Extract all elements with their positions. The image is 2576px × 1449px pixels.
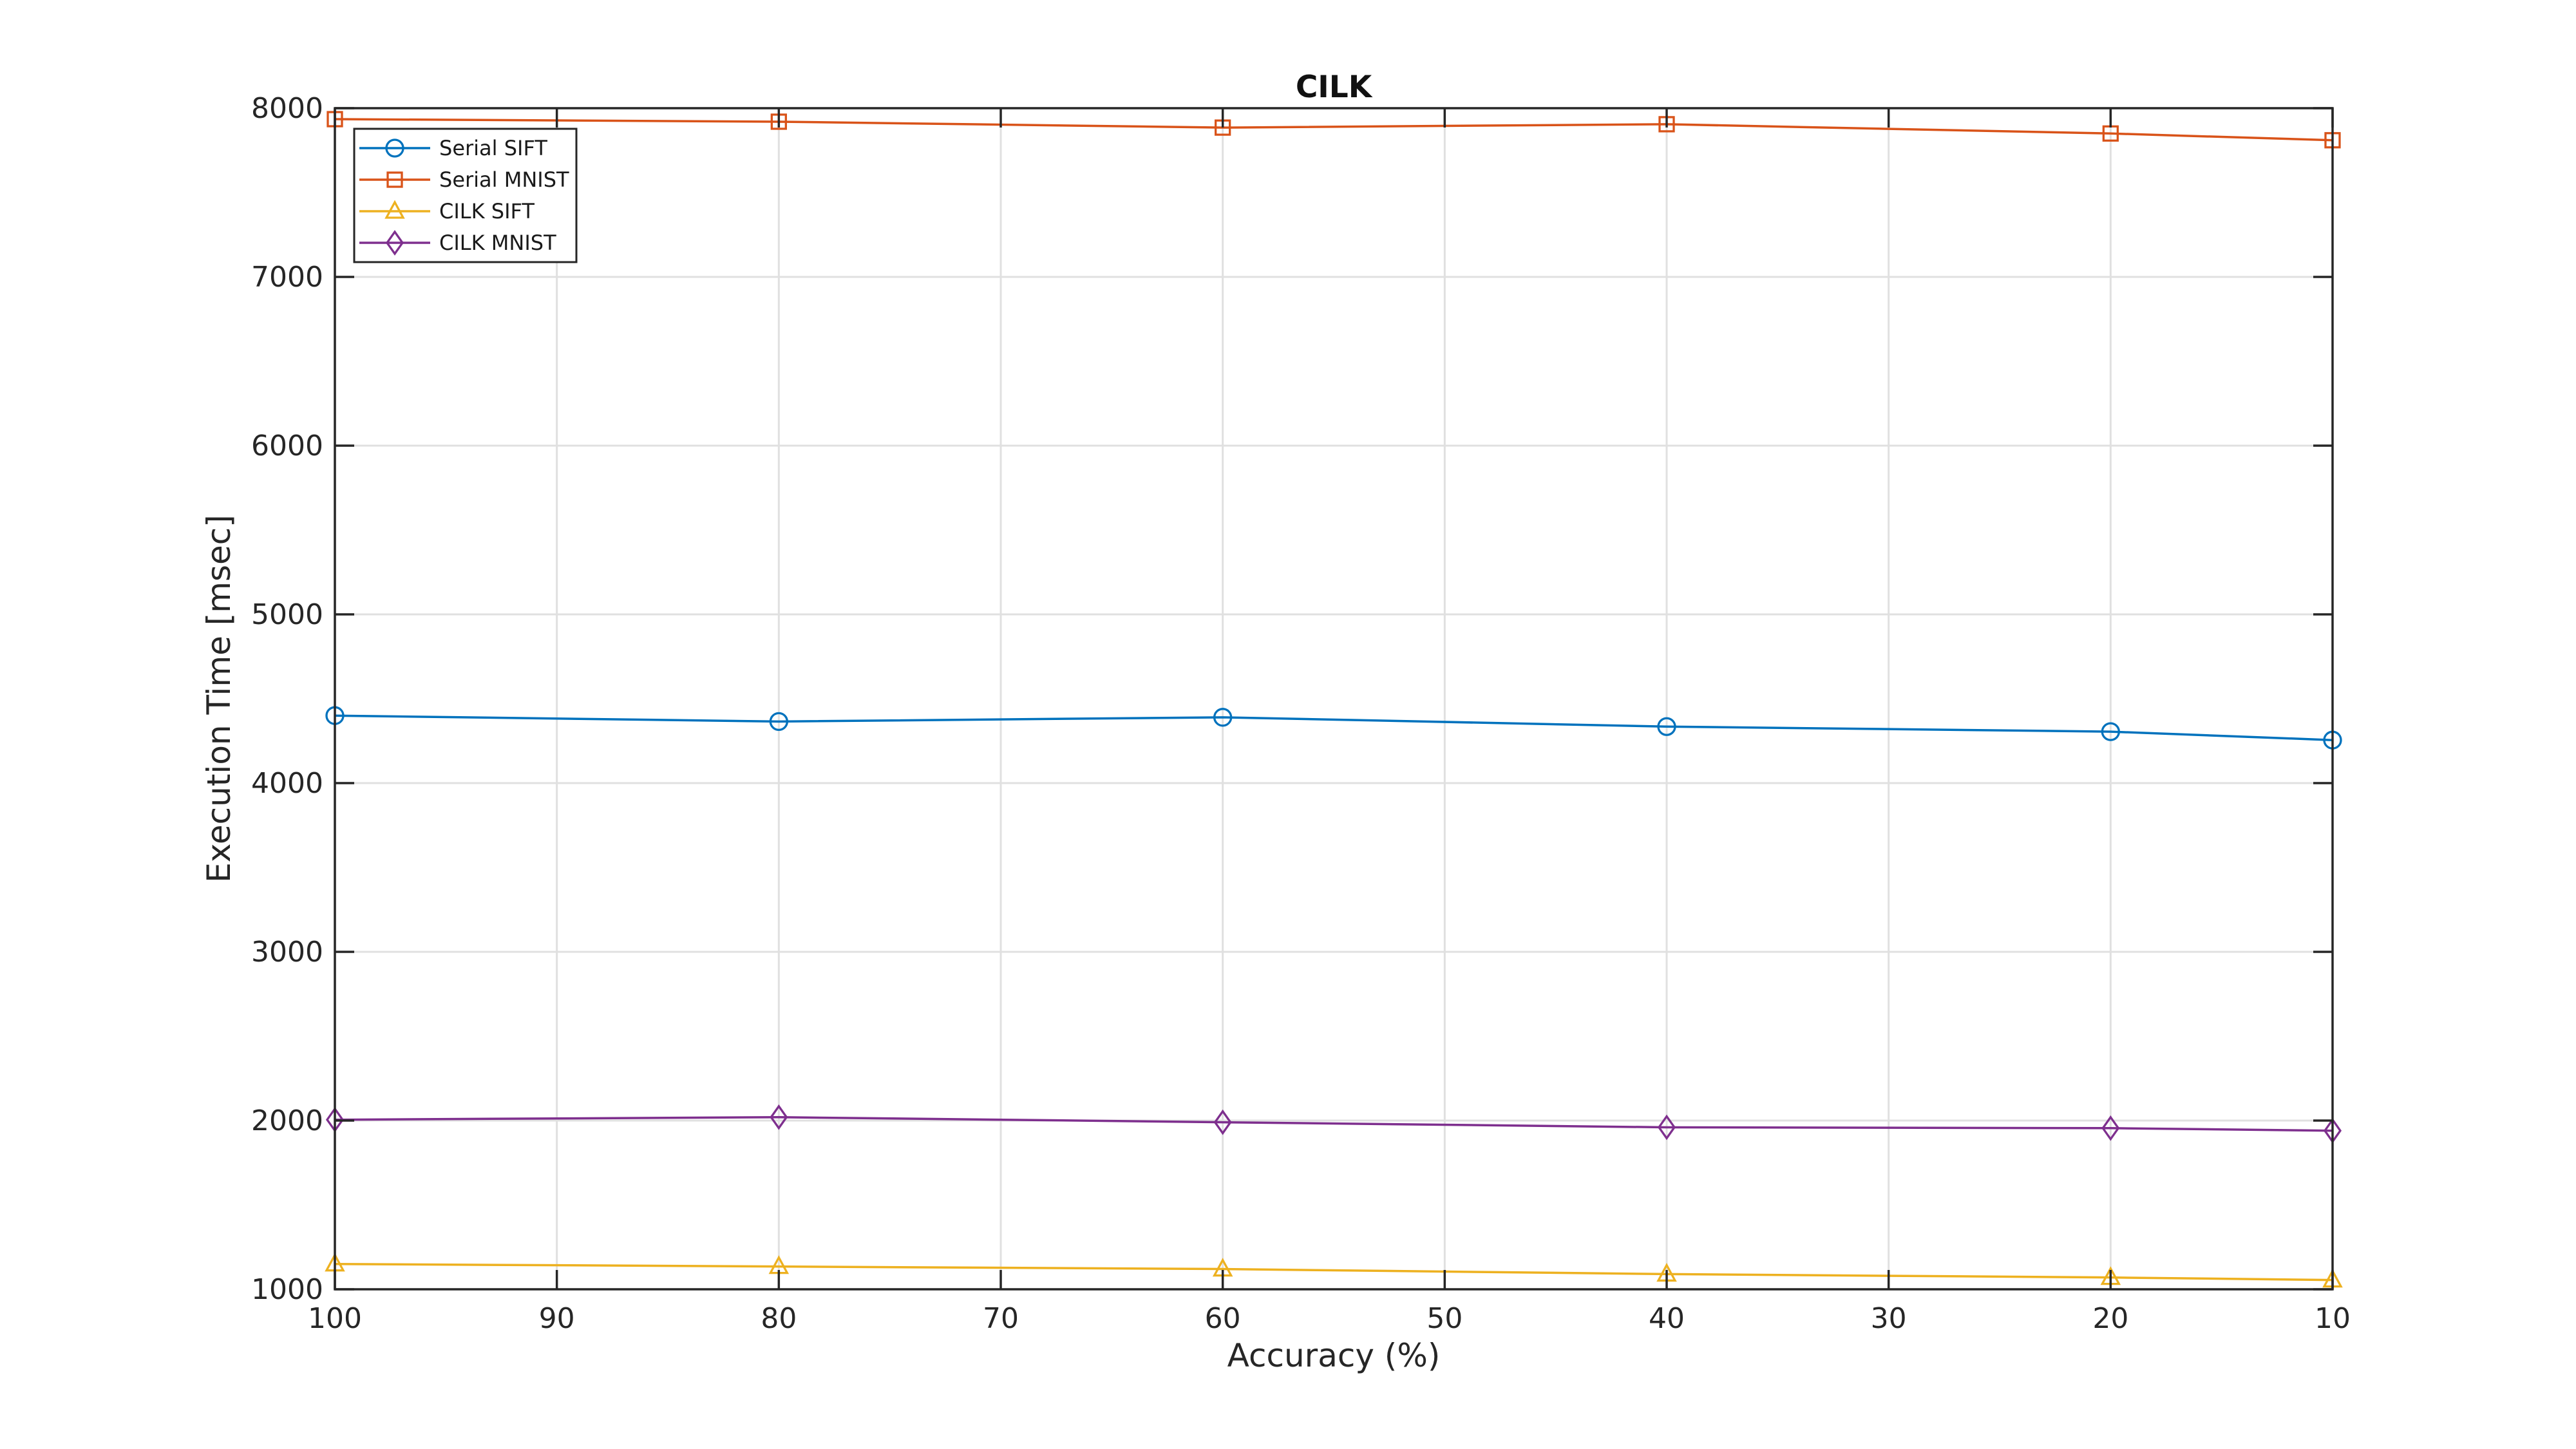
x-tick-label: 10 [2315, 1302, 2351, 1335]
legend-item-cilk-sift: CILK SIFT [359, 199, 535, 223]
y-tick-label: 8000 [251, 92, 323, 125]
x-tick-label: 60 [1205, 1302, 1241, 1335]
series-line-cilk-mnist [334, 1116, 2333, 1132]
legend-label: Serial SIFT [439, 136, 547, 160]
y-tick-label: 4000 [251, 767, 323, 800]
data-point-serial-sift [1213, 708, 1233, 727]
y-tick-label: 5000 [251, 598, 323, 631]
y-tick-label: 1000 [251, 1273, 323, 1306]
plot-frame [334, 107, 2334, 1291]
legend-box [353, 128, 578, 263]
x-tick-label: 100 [308, 1302, 362, 1335]
x-tick-label: 50 [1426, 1302, 1463, 1335]
data-point-cilk-mnist [2101, 1115, 2120, 1141]
x-tick-label: 80 [761, 1302, 797, 1335]
data-point-serial-sift [1657, 717, 1676, 736]
series-line-cilk-sift [334, 1262, 2333, 1282]
y-tick-label: 2000 [251, 1104, 323, 1137]
series-layer [325, 111, 2343, 1288]
x-tick-label: 40 [1649, 1302, 1685, 1335]
x-tick-label: 20 [2092, 1302, 2128, 1335]
x-tick-label: 30 [1871, 1302, 1907, 1335]
y-tick-label: 3000 [251, 936, 323, 969]
legend-marker-square [386, 171, 403, 188]
legend-label: Serial MNIST [439, 167, 569, 192]
y-axis-label: Execution Time [msec] [200, 515, 238, 883]
data-point-serial-sift [769, 712, 788, 732]
grid-layer [334, 107, 2334, 1291]
axes-layer: 100 90 80 70 60 50 40 30 20 10 1000 2000 3000 4000 500… [251, 92, 2351, 1335]
data-point-cilk-mnist [1657, 1114, 1676, 1141]
legend-item-serial-sift: Serial SIFT [359, 136, 547, 160]
legend-label: CILK MNIST [439, 231, 556, 255]
x-tick-label: 90 [539, 1302, 575, 1335]
x-tick-label: 70 [983, 1302, 1019, 1335]
data-point-cilk-mnist [770, 1104, 788, 1130]
legend-marker-triangle-up [384, 200, 405, 219]
legend-item-serial-mnist: Serial MNIST [359, 167, 569, 192]
legend-marker-circle [385, 138, 404, 158]
legend-label: CILK SIFT [439, 199, 535, 223]
data-point-serial-sift [2101, 722, 2120, 741]
legend-item-cilk-mnist: CILK MNIST [359, 230, 556, 256]
series-line-serial-sift [334, 714, 2333, 741]
y-tick-label: 7000 [251, 261, 323, 294]
x-axis-label: Accuracy (%) [1227, 1337, 1441, 1374]
y-tick-label: 6000 [251, 430, 323, 462]
data-point-cilk-mnist [1213, 1109, 1232, 1135]
legend-layer: Serial SIFT Serial MNIST CILK SIFT CILK MNI… [353, 128, 578, 263]
series-line-serial-mnist [334, 118, 2333, 142]
chart-title: CILK [1296, 70, 1373, 105]
legend-marker-diamond [385, 230, 404, 256]
